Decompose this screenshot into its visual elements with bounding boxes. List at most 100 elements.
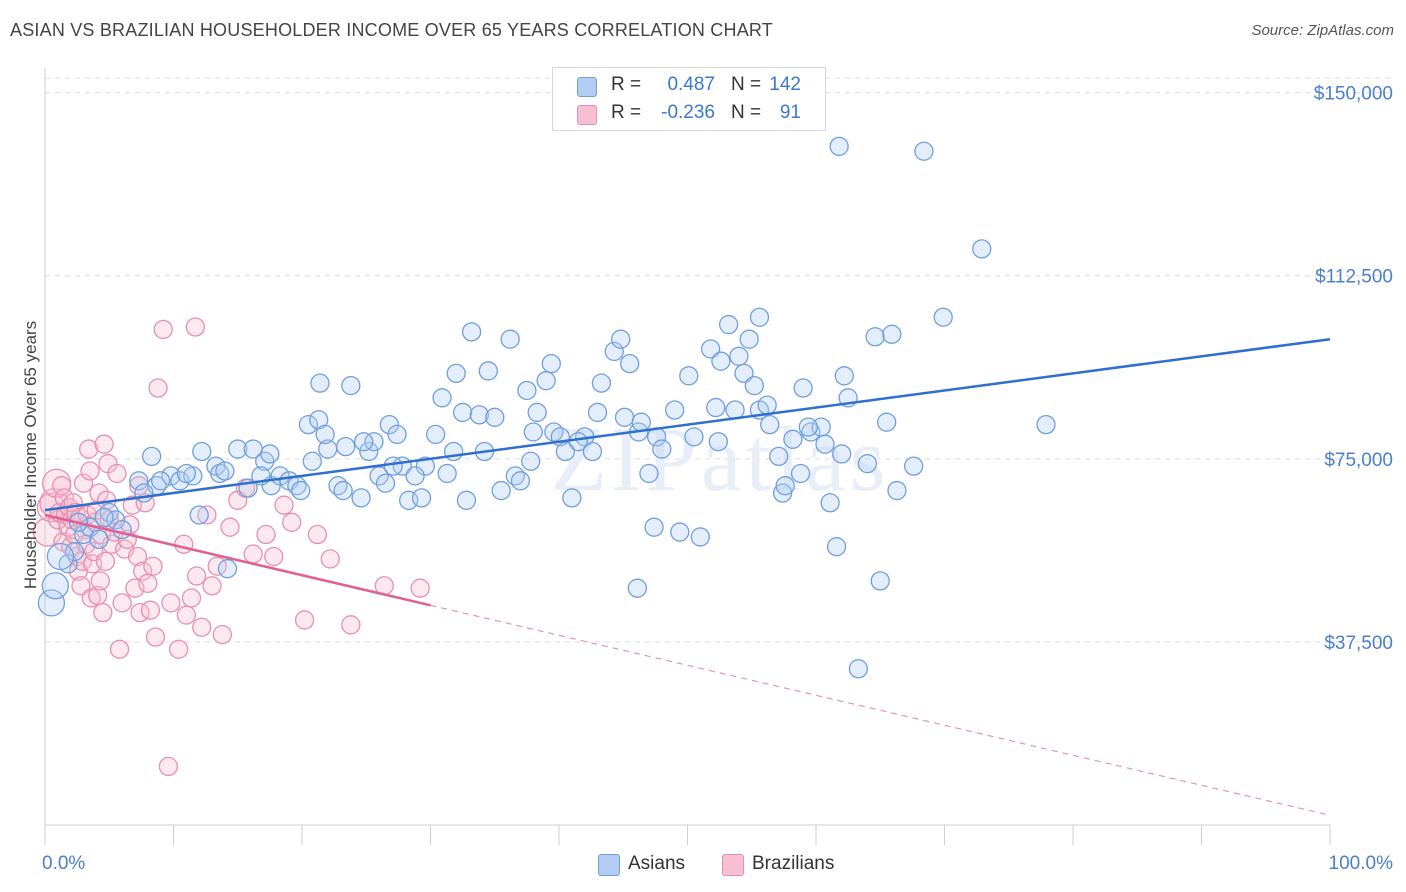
asians-point [73,524,94,545]
asians-point [134,483,154,503]
asians-points [37,136,1056,679]
asians-point [461,322,482,342]
brazilians-point [73,473,94,493]
asians-point [383,456,403,476]
asians-point [644,517,664,537]
asians-point [555,441,576,462]
brazilians-point [112,593,132,613]
asians-point [652,439,672,459]
brazilians-point [186,566,207,586]
asians-point [112,519,132,540]
asians-point [882,324,902,344]
asians-point [217,559,238,579]
brazilians-point [294,610,315,630]
asians-point [523,422,543,442]
brazilians-point [143,556,163,576]
brazilians-point [212,624,232,645]
x-tick-label: 100.0% [1329,853,1394,874]
brazilians-point [264,546,284,567]
tick-labels: $37,500 $75,000 $112,500 $150,000 0.0% 100.0% [42,84,1393,874]
asians-point [491,480,511,501]
y-tick-label: $150,000 [1314,84,1393,105]
legend-n-label: N = [731,102,762,123]
asians-point [260,444,280,464]
asians-point [37,589,66,617]
legend-r-label: R = [611,102,642,123]
asians-point [298,414,319,435]
asians-point [106,510,126,530]
asians-swatch [598,854,620,876]
asians-point [446,363,466,384]
asians-point [310,373,330,393]
y-axis-title: Householder Income Over 65 years [21,321,40,589]
asians-point [718,314,739,335]
asians-point [865,327,885,347]
asians-point [834,366,854,386]
brazilians-point [161,593,181,613]
asians-point [604,341,624,362]
brazilians-point [80,461,100,481]
brazilians-point [320,549,340,569]
asians-point [914,141,934,161]
asians-point [783,429,803,449]
brazilians-point [174,534,194,554]
legend: R = 0.487 N = 142 R = -0.236 N = 91 [552,67,826,131]
asians-point [189,505,209,525]
asians-point [359,441,379,462]
brazilians-point [202,576,222,596]
asians-point [415,456,436,476]
asians-point [375,473,396,493]
brazilians-point [90,571,110,591]
asians-point [536,371,556,391]
legend-r-value: -0.236 [661,102,715,123]
asians-point [469,405,489,425]
asians-point [354,432,374,452]
asians-point [665,400,685,420]
brazilians-trend-line [44,513,431,607]
brazilians-point [107,463,127,484]
brazilians-point [153,319,173,340]
brazilians-point [158,756,179,777]
asians-point [798,417,818,437]
asians-point [89,529,109,550]
legend-n-value: 142 [769,74,801,95]
asians-swatch [577,77,597,97]
asians-point [639,463,659,484]
legend-label-asians: Asians [628,853,686,874]
asians-point [351,488,371,508]
brazilians-point [133,561,153,581]
brazilians-point [79,439,99,459]
asians-point [582,441,603,462]
asians-point [933,307,953,327]
legend-row-asians: R = 0.487 N = 142 [553,72,825,100]
asians-point [405,466,425,486]
brazilians-point [168,639,189,659]
asians-point [387,424,407,445]
brazilians-point [109,639,130,659]
legend-n-value: 91 [779,102,801,123]
asians-point [739,329,759,349]
asians-point [711,351,731,371]
brazilians-point [256,524,276,545]
asians-point [815,434,835,454]
y-tick-label: $37,500 [1324,633,1393,654]
asians-point [708,432,728,452]
brazilians-swatch [722,854,744,876]
asians-point [129,471,149,491]
asians-point [336,436,356,457]
asians-point [729,346,749,366]
series-legend: Asians Brazilians [598,852,858,878]
asians-point [437,463,457,484]
brazilians-point [181,588,202,608]
asians-point [684,427,704,447]
asians-point [826,537,847,557]
brazilians-point [93,602,113,623]
asians-point [790,463,811,484]
asians-point [517,380,537,401]
brazilians-point [148,378,168,398]
asians-point [820,493,840,513]
asians-point [478,361,498,381]
asians-point [150,471,171,491]
brazilians-swatch [577,105,597,125]
asians-point [500,329,520,349]
